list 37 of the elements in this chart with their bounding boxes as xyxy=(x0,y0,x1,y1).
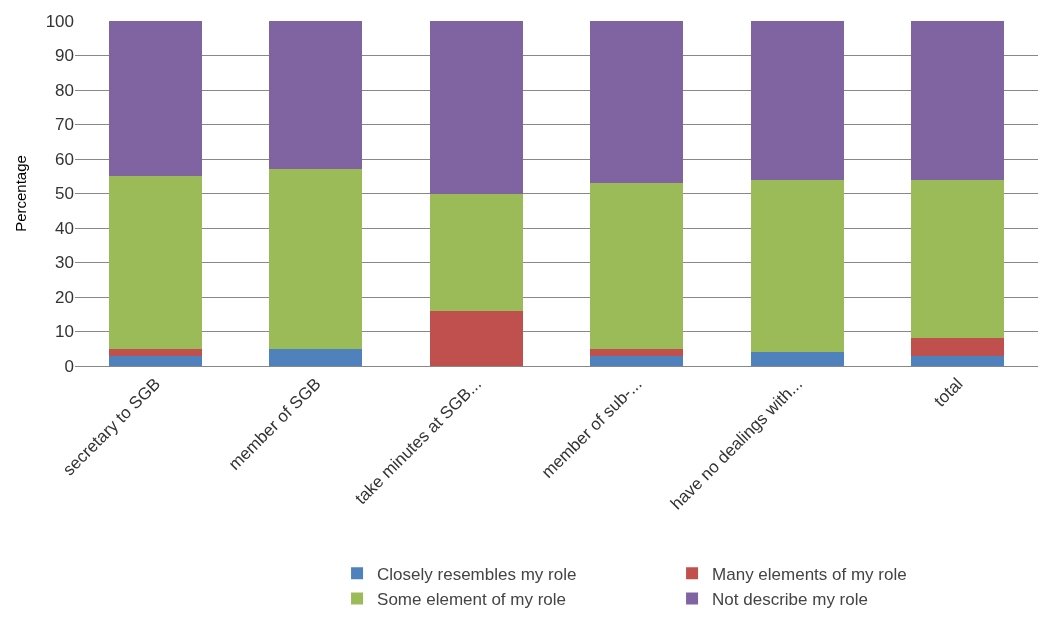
bar xyxy=(590,355,684,366)
bar xyxy=(108,176,202,349)
bar xyxy=(911,355,1005,366)
bar xyxy=(750,352,844,366)
y-tick-label: 80 xyxy=(55,80,74,100)
y-tick-label: 30 xyxy=(55,253,74,273)
bar xyxy=(911,21,1005,180)
y-tick-label: 50 xyxy=(55,184,74,204)
bar xyxy=(590,348,684,356)
bar xyxy=(108,21,202,177)
legend-label: Many elements of my role xyxy=(712,564,907,584)
bar xyxy=(108,348,202,356)
bar xyxy=(429,193,523,311)
y-tick-label: 70 xyxy=(55,115,74,135)
legend-label: Some element of my role xyxy=(377,590,567,610)
y-axis-title: Percentage xyxy=(11,155,29,232)
bar xyxy=(429,21,523,194)
bar xyxy=(750,179,844,353)
bar xyxy=(590,21,684,184)
legend-label: Not describe my role xyxy=(712,590,868,610)
y-tick-label: 60 xyxy=(55,149,74,169)
y-tick-label: 20 xyxy=(55,287,74,307)
y-tick-label: 40 xyxy=(55,218,74,238)
bar xyxy=(590,183,684,349)
y-tick-label: 90 xyxy=(55,46,74,66)
bar xyxy=(911,338,1005,356)
y-tick-label: 100 xyxy=(45,11,74,31)
y-tick-label: 0 xyxy=(64,356,74,376)
legend-label: Closely resembles my role xyxy=(377,564,577,584)
bar xyxy=(750,21,844,180)
bar xyxy=(269,21,363,170)
bar xyxy=(269,348,363,366)
bar xyxy=(911,179,1005,339)
bar xyxy=(429,310,523,366)
bar xyxy=(108,355,202,366)
y-tick-label: 10 xyxy=(55,322,74,342)
bar xyxy=(269,169,363,349)
